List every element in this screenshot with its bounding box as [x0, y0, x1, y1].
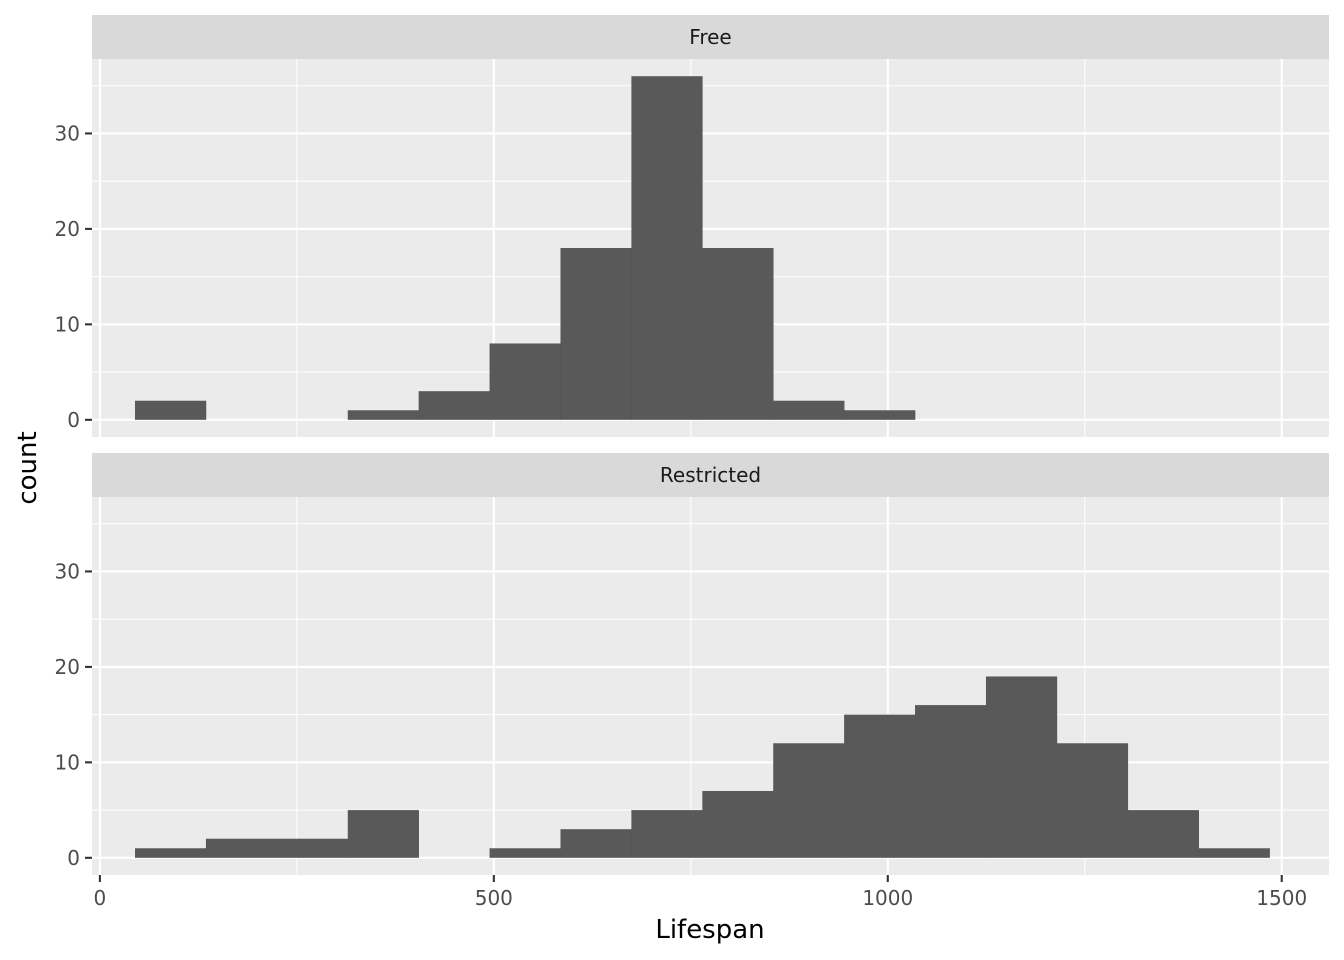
histogram-bar [348, 810, 419, 858]
histogram-bar [631, 810, 703, 858]
y-axis-tick-label: 10 [55, 750, 80, 774]
facet-panel-free: Free 0 10 20 30 [55, 15, 1329, 437]
y-axis-title: count [13, 431, 43, 504]
histogram-bar [702, 791, 774, 858]
facet-strip-label: Restricted [660, 463, 761, 487]
histogram-bar [844, 410, 916, 420]
x-axis: 0 500 1000 1500 [94, 875, 1307, 910]
histogram-bar [135, 848, 207, 858]
histogram-bar [844, 714, 916, 858]
x-axis-tick-label: 0 [94, 886, 107, 910]
histogram-bar [560, 829, 632, 858]
histogram-bar [1128, 810, 1199, 858]
histogram-bar [773, 400, 845, 420]
y-axis-tick-label: 20 [55, 655, 80, 679]
facet-strip [92, 453, 1329, 497]
y-axis-tick-label: 0 [67, 408, 80, 432]
y-axis-tick-label: 30 [55, 559, 80, 583]
x-axis-tick-label: 1500 [1256, 886, 1307, 910]
y-axis-tick-label: 0 [67, 846, 80, 870]
facet-strip [92, 15, 1329, 59]
histogram-bar [348, 410, 419, 420]
histogram-bar [418, 391, 490, 420]
y-axis-tick-label: 30 [55, 121, 80, 145]
histogram-bar [773, 743, 845, 858]
histogram-bar [1057, 743, 1129, 858]
y-axis-tick-label: 10 [55, 312, 80, 336]
histogram-bar [206, 838, 278, 858]
x-axis-title: Lifespan [655, 915, 764, 945]
histogram-bar [631, 76, 703, 420]
x-axis-tick-label: 500 [475, 886, 513, 910]
histogram-bar [986, 676, 1058, 858]
facet-panels: Free 0 10 20 30 Restricted 0 10 20 30 [55, 15, 1329, 875]
x-axis-tick-label: 1000 [862, 886, 913, 910]
histogram-bar [702, 248, 774, 420]
facet-panel-restricted: Restricted 0 10 20 30 [55, 453, 1329, 875]
histogram-bar [135, 400, 207, 420]
histogram-bar [560, 248, 632, 420]
histogram-bar [489, 848, 561, 858]
facet-strip-label: Free [689, 25, 731, 49]
y-axis-tick-label: 20 [55, 217, 80, 241]
histogram-bar [915, 705, 987, 858]
histogram-bar [1198, 848, 1270, 858]
histogram-bar [489, 343, 561, 420]
histogram-bar [277, 838, 349, 858]
